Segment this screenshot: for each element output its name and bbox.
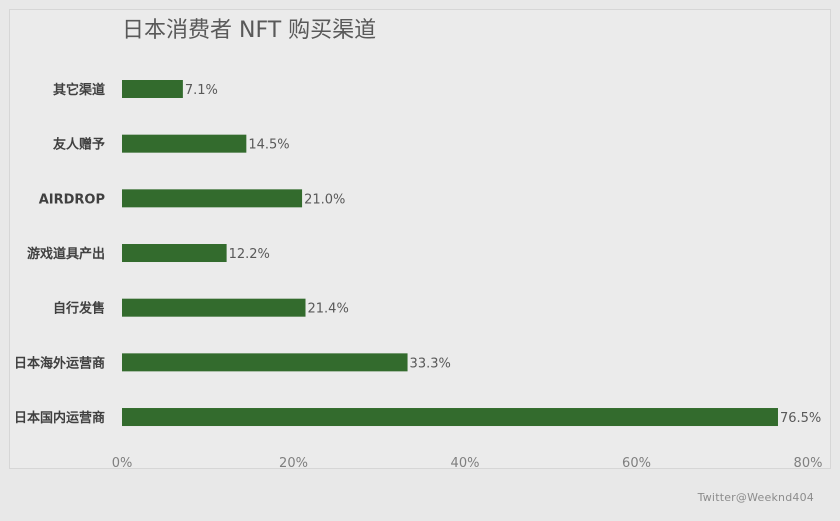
category-label: 游戏道具产出 [27,246,105,262]
data-label: 14.5% [248,138,289,153]
category-label: 日本国内运营商 [14,410,105,426]
x-tick-label: 80% [794,456,823,471]
watermark: Twitter@Weeknd404 [697,491,814,504]
bar [122,244,227,263]
category-label: 友人赠予 [53,137,105,153]
category-label: 自行发售 [53,301,105,317]
x-tick-label: 40% [451,456,480,471]
bar [122,80,183,98]
x-tick-label: 20% [279,456,308,471]
bar [122,298,306,317]
data-label: 21.4% [308,302,349,317]
data-label: 12.2% [229,247,270,262]
data-label: 21.0% [304,192,345,207]
bar [122,353,408,372]
x-tick-label: 0% [112,456,133,471]
chart-title: 日本消费者 NFT 购买渠道 [122,18,377,43]
bar [122,189,303,208]
category-label: AIRDROP [39,192,105,207]
category-label: 其它渠道 [53,82,105,98]
data-label: 7.1% [185,83,218,98]
bar [122,408,778,427]
data-label: 76.5% [780,411,821,426]
data-label: 33.3% [410,356,451,371]
x-tick-label: 60% [622,456,651,471]
bar [122,134,247,153]
category-label: 日本海外运营商 [14,355,105,371]
